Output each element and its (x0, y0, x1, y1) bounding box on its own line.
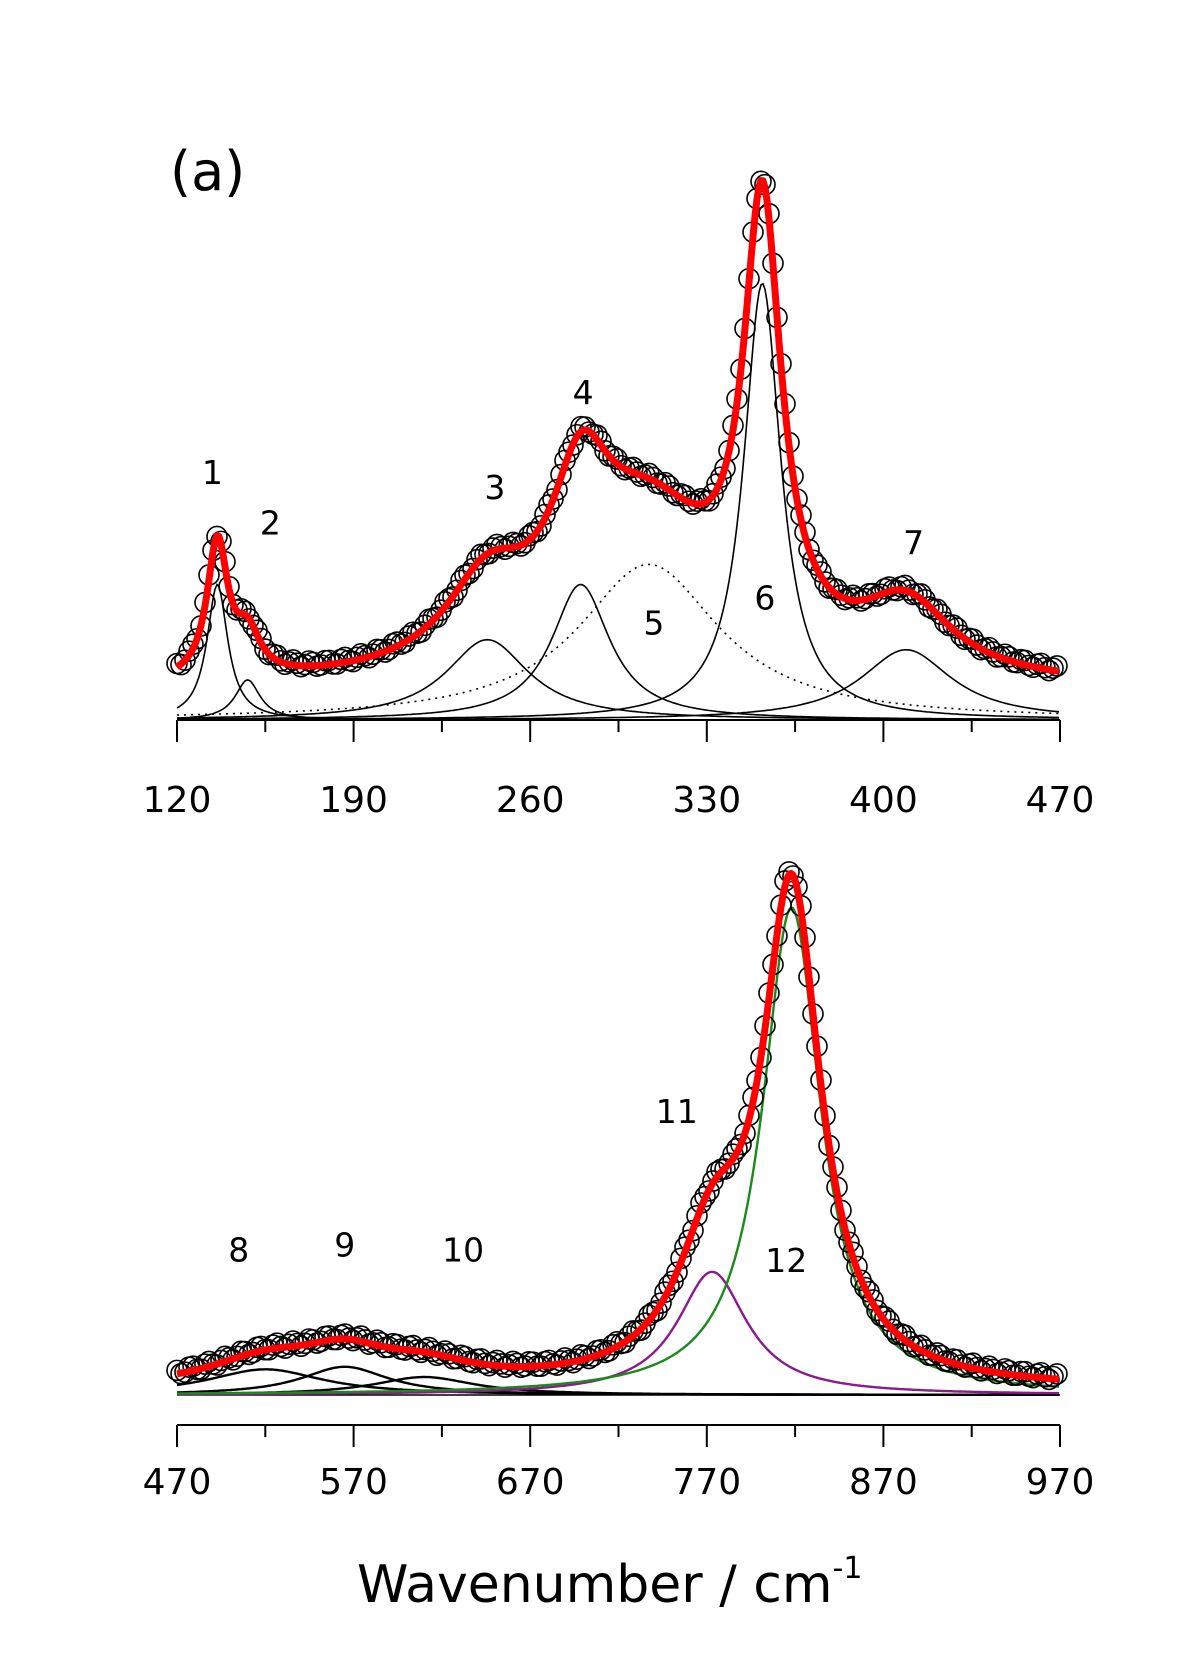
peak-label-4: 4 (573, 373, 594, 412)
data-point (530, 515, 552, 537)
component-peak-5 (177, 563, 1060, 716)
peak-label-2: 2 (260, 503, 281, 542)
data-point (170, 653, 192, 676)
panel-letter: (a) (170, 140, 245, 203)
x-tick-label: 120 (143, 780, 212, 821)
data-point (410, 621, 432, 643)
bottom-panel: 470 570 670 770 870 970 8 9 10 11 12 (143, 861, 1095, 1503)
data-point (650, 1292, 672, 1314)
data-point (594, 440, 616, 462)
data-point (390, 633, 412, 655)
component-peak-11 (177, 1270, 1059, 1396)
top-panel: 120 190 260 330 400 470 12 3 4 5 6 7 (143, 170, 1095, 821)
data-point (458, 562, 480, 585)
x-tick-label: 670 (496, 1462, 565, 1503)
data-point (334, 1323, 356, 1345)
data-point (574, 416, 596, 438)
data-point (830, 584, 852, 607)
data-point (874, 1306, 896, 1328)
x-axis-label: Wavenumber / cm-1 (357, 1551, 862, 1615)
data-point (918, 596, 940, 618)
data-point (562, 434, 584, 456)
data-point (702, 1170, 724, 1192)
x-tick-label: 190 (319, 780, 388, 821)
component-peak-12 (177, 906, 1060, 1395)
experimental-points (166, 861, 1068, 1391)
component-peak-7 (177, 649, 1060, 721)
peak-label-12: 12 (765, 1241, 807, 1280)
peak-label-9: 9 (334, 1225, 355, 1264)
data-point (402, 1334, 424, 1357)
data-point (418, 1336, 440, 1359)
x-tick-label: 970 (1026, 1462, 1095, 1503)
peak-label-1: 1 (202, 453, 223, 492)
x-tick-label: 470 (143, 1462, 212, 1503)
data-point (666, 1261, 688, 1284)
peak-label-7: 7 (903, 523, 924, 562)
data-point (270, 650, 292, 672)
data-point (1046, 1363, 1068, 1385)
x-tick-label: 470 (1026, 780, 1095, 821)
x-tick-label: 400 (849, 780, 918, 821)
data-point (610, 454, 632, 477)
fit-curve (175, 869, 1061, 1383)
peak-label-6: 6 (754, 579, 775, 618)
data-point (814, 571, 836, 593)
x-axis-label-text: Wavenumber / cm (357, 1555, 833, 1615)
fit-curve (175, 177, 1061, 675)
data-point (866, 1299, 888, 1322)
data-point (926, 598, 948, 621)
data-point (614, 1331, 636, 1354)
peak-label-8: 8 (228, 1231, 249, 1270)
data-point (414, 614, 436, 637)
data-point (238, 608, 260, 630)
data-point (698, 1180, 720, 1202)
x-tick-label: 260 (496, 780, 565, 821)
peak-label-5: 5 (643, 604, 664, 643)
peak-label-11: 11 (656, 1092, 698, 1131)
peak-label-3: 3 (484, 468, 505, 507)
peak-label-10: 10 (442, 1231, 484, 1270)
component-peak-4 (177, 583, 1059, 721)
x-axis-label-superscript: -1 (833, 1551, 863, 1586)
data-point (662, 1270, 684, 1293)
data-point (854, 1276, 876, 1299)
x-tick-label: 870 (849, 1462, 918, 1503)
data-point (1030, 1361, 1052, 1384)
data-point (178, 640, 200, 662)
x-tick-label: 570 (319, 1462, 388, 1503)
component-peak-10 (177, 1375, 1059, 1396)
data-point (242, 614, 264, 637)
x-tick-label: 330 (672, 780, 741, 821)
x-tick-label: 770 (672, 1462, 741, 1503)
